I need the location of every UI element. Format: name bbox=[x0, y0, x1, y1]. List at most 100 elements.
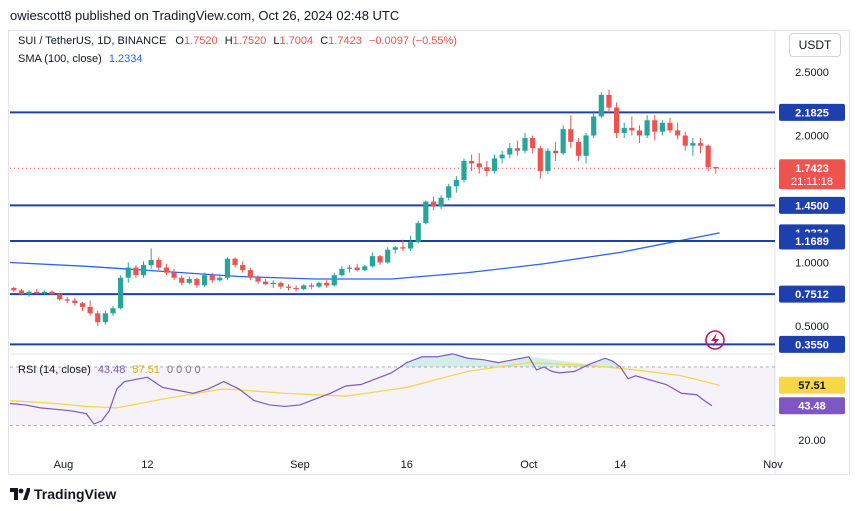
candle-body bbox=[102, 313, 108, 323]
candle bbox=[354, 263, 360, 272]
candle bbox=[667, 117, 673, 133]
candle bbox=[102, 310, 108, 325]
legend-close-label: C bbox=[320, 35, 328, 47]
candle bbox=[392, 245, 398, 254]
candle bbox=[240, 261, 246, 273]
candle-body bbox=[270, 282, 276, 285]
level-price-label-bg bbox=[779, 232, 845, 250]
horizontal-levels[interactable] bbox=[10, 111, 775, 346]
candle-body bbox=[591, 116, 597, 136]
rsi-ma-legend-value: 57.51 bbox=[132, 364, 160, 376]
rsi-legend-label: RSI (14, close) bbox=[18, 364, 91, 376]
lightning-icon[interactable] bbox=[705, 330, 725, 350]
candle bbox=[118, 275, 124, 310]
candle-body bbox=[469, 160, 475, 164]
candle bbox=[201, 272, 208, 287]
candle bbox=[545, 148, 551, 174]
candle-body bbox=[118, 277, 124, 309]
candle bbox=[278, 281, 284, 290]
candle bbox=[156, 257, 162, 271]
candle-body bbox=[354, 267, 360, 271]
candle bbox=[430, 196, 437, 211]
candle bbox=[575, 138, 582, 161]
candle bbox=[629, 116, 635, 136]
candle-body bbox=[224, 258, 231, 278]
candle bbox=[438, 195, 444, 210]
candle-body bbox=[369, 256, 376, 267]
candle bbox=[583, 132, 589, 164]
candle-body bbox=[240, 265, 246, 271]
candle-body bbox=[293, 287, 299, 290]
candle-body bbox=[163, 267, 170, 273]
level-price-label: 1.4500 bbox=[795, 200, 829, 212]
candle-body bbox=[140, 265, 147, 276]
rsi-band-fill bbox=[10, 367, 775, 426]
level-price-label-bg bbox=[779, 335, 845, 353]
candle bbox=[491, 154, 498, 174]
candle-body bbox=[499, 154, 505, 159]
tradingview-brand[interactable]: TradingView bbox=[10, 486, 116, 502]
candle-body bbox=[18, 290, 25, 295]
candle bbox=[514, 140, 520, 156]
legend-symbol: SUI / TetherUS, 1D, BINANCE bbox=[18, 35, 166, 47]
sma-line bbox=[9, 232, 720, 280]
candle-countdown-label: 21:11:18 bbox=[791, 176, 833, 188]
candle bbox=[293, 285, 299, 292]
candle-body bbox=[72, 300, 78, 304]
price-tick-label: 2.5000 bbox=[795, 67, 829, 79]
candle bbox=[308, 282, 314, 290]
rsi-tick-label: 20.00 bbox=[798, 435, 826, 447]
candle bbox=[133, 265, 139, 278]
legend-open: 1.7520 bbox=[184, 35, 218, 47]
candle bbox=[407, 235, 414, 252]
level-price-label: 2.1825 bbox=[795, 107, 829, 119]
candle-body bbox=[301, 285, 307, 290]
legend-low: 1.7004 bbox=[280, 35, 314, 47]
candle-body bbox=[606, 94, 612, 108]
candle bbox=[484, 160, 490, 177]
candle-body bbox=[690, 143, 696, 146]
candle-body bbox=[629, 127, 635, 131]
chart-frame[interactable] bbox=[8, 30, 850, 475]
candle-body bbox=[377, 256, 383, 263]
candle-body bbox=[392, 247, 398, 250]
legend-high-label: H bbox=[225, 35, 233, 47]
candle-body bbox=[652, 120, 658, 132]
currency-button[interactable]: USDT bbox=[789, 33, 841, 57]
price-axis-labels: 2.18251.45001.23341.16890.75120.35501.74… bbox=[779, 103, 845, 415]
candle bbox=[110, 305, 116, 316]
candle bbox=[400, 239, 406, 252]
candle bbox=[537, 145, 543, 179]
candle bbox=[49, 290, 55, 296]
candle-body bbox=[255, 277, 261, 282]
rsi-band bbox=[10, 366, 775, 426]
candle-body bbox=[263, 281, 269, 285]
candle bbox=[34, 289, 40, 295]
candle-body bbox=[461, 160, 467, 180]
candle-body bbox=[56, 294, 63, 300]
candle bbox=[140, 261, 147, 278]
candle bbox=[568, 115, 574, 149]
candle bbox=[324, 280, 330, 288]
sma-legend-value: 1.2334 bbox=[109, 53, 143, 65]
svg-text:SUI / TetherUS, 1D, BINANCE: SUI / TetherUS, 1D, BINANCE O1.7520 H1.7… bbox=[18, 35, 457, 47]
tradingview-logo-icon bbox=[10, 488, 30, 500]
candle bbox=[194, 277, 200, 288]
candle-body bbox=[484, 167, 490, 172]
candle bbox=[713, 166, 719, 174]
candle-body bbox=[545, 150, 551, 172]
candle-body bbox=[507, 148, 513, 155]
candle-body bbox=[26, 291, 32, 295]
candle-body bbox=[324, 282, 330, 286]
sma-legend-label: SMA (100, close) bbox=[18, 53, 102, 65]
x-tick-label: 16 bbox=[401, 459, 413, 471]
x-tick-label: Nov bbox=[763, 459, 783, 471]
candle bbox=[636, 125, 643, 144]
candle bbox=[377, 254, 383, 266]
candle bbox=[621, 122, 627, 139]
candle-body bbox=[148, 259, 154, 266]
candle-body bbox=[79, 303, 86, 307]
candlesticks[interactable] bbox=[11, 89, 719, 326]
legend-low-label: L bbox=[273, 35, 279, 47]
